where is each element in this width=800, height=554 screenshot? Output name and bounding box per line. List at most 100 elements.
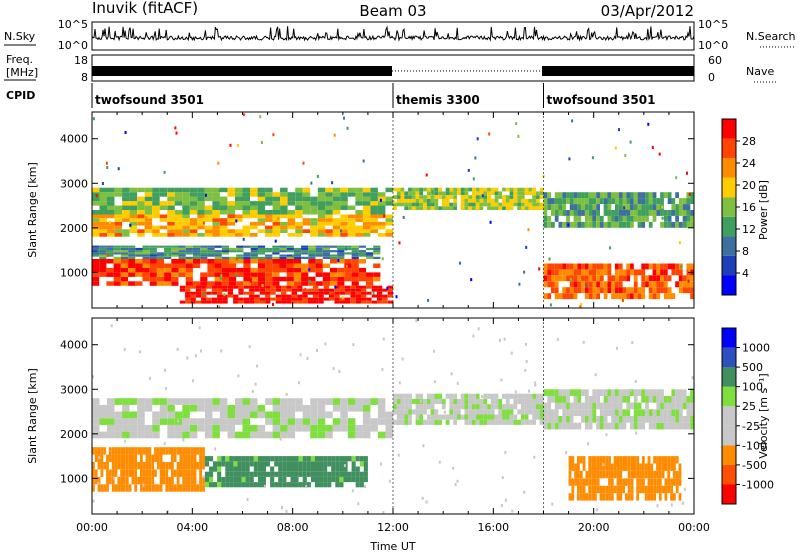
data-cell [332, 424, 341, 432]
data-cell [648, 409, 653, 416]
data-cell [396, 195, 401, 199]
data-cell [200, 259, 208, 264]
data-cell [99, 256, 107, 259]
data-cell [547, 422, 552, 430]
velocity-colorbar-label: Velocity [m s⁻¹] [757, 373, 770, 458]
data-cell [667, 463, 671, 471]
data-cell [325, 221, 333, 226]
data-cell [411, 409, 416, 415]
data-cell [592, 389, 597, 396]
data-cell [217, 288, 223, 292]
data-cell [249, 456, 254, 462]
data-speckle [305, 485, 308, 488]
data-cell [332, 221, 341, 226]
data-cell [426, 187, 431, 192]
data-cell [190, 294, 196, 298]
power-heatmap [92, 113, 694, 308]
time-xlabel: Time UT [369, 540, 415, 553]
data-cell [579, 485, 583, 494]
data-cell [179, 462, 183, 470]
data-cell [690, 281, 694, 288]
data-cell [656, 293, 661, 300]
data-cell [293, 250, 302, 253]
data-cell [286, 294, 292, 298]
data-cell [317, 221, 326, 226]
data-cell [498, 419, 503, 425]
data-cell [370, 192, 378, 197]
data-cell [343, 456, 348, 462]
data-cell [257, 205, 266, 210]
data-cell [193, 462, 197, 470]
data-speckle [92, 499, 95, 503]
data-cell [610, 463, 614, 471]
data-cell [441, 198, 446, 203]
data-cell [472, 393, 476, 399]
data-cell [528, 191, 533, 196]
data-cell [261, 456, 266, 462]
data-cell [532, 206, 536, 210]
data-cell [603, 293, 608, 300]
data-cell [257, 466, 262, 472]
data-cell [457, 398, 461, 405]
data-cell [475, 409, 480, 415]
data-cell [377, 201, 386, 206]
data-cell [423, 206, 427, 210]
data-cell [630, 402, 634, 410]
data-cell [307, 300, 313, 304]
data-cell [675, 470, 679, 479]
data-cell [636, 456, 640, 464]
data-cell [355, 233, 363, 237]
data-cell [627, 493, 631, 501]
data-cell [622, 269, 627, 276]
data-speckle [214, 447, 217, 451]
data-cell [528, 393, 533, 399]
data-cell [236, 254, 244, 257]
data-cell [165, 447, 169, 455]
data-cell [619, 456, 623, 464]
data-cell [200, 281, 208, 286]
data-cell [107, 201, 115, 206]
data-cell [441, 195, 446, 199]
data-speckle [316, 349, 318, 352]
data-cell [190, 291, 196, 295]
data-cell [630, 269, 634, 276]
data-cell [274, 471, 279, 477]
data-speckle [617, 418, 620, 422]
data-cell [607, 409, 612, 416]
data-cell [355, 424, 363, 432]
data-cell [217, 471, 222, 477]
data-cell [167, 233, 175, 237]
data-cell [543, 389, 548, 396]
velocity-frame [721, 327, 737, 505]
data-cell [212, 210, 220, 215]
data-cell [686, 416, 691, 423]
data-cell [287, 431, 296, 439]
data-cell [648, 198, 653, 204]
data-cell [577, 210, 582, 216]
data-cell [182, 424, 190, 432]
data-cell [222, 285, 228, 289]
power-tick-label: 16 [742, 201, 756, 214]
data-speckle [92, 375, 94, 379]
data-cell [543, 263, 548, 270]
data-speckle [570, 277, 573, 281]
data-cell [128, 254, 136, 257]
data-cell [615, 204, 619, 210]
data-cell [573, 215, 578, 222]
data-cell [282, 466, 287, 472]
data-cell [329, 288, 335, 292]
velocity-swatch [722, 445, 736, 465]
data-cell [656, 269, 661, 276]
data-cell [120, 267, 128, 273]
data-cell [362, 398, 371, 405]
data-cell [419, 187, 424, 192]
data-cell [382, 300, 388, 304]
data-cell [107, 187, 115, 193]
data-speckle [658, 152, 661, 156]
data-cell [453, 198, 457, 203]
data-cell [107, 398, 115, 405]
data-cell [472, 206, 476, 210]
data-cell [641, 198, 646, 204]
data-cell [568, 478, 572, 486]
data-cell [377, 214, 386, 219]
